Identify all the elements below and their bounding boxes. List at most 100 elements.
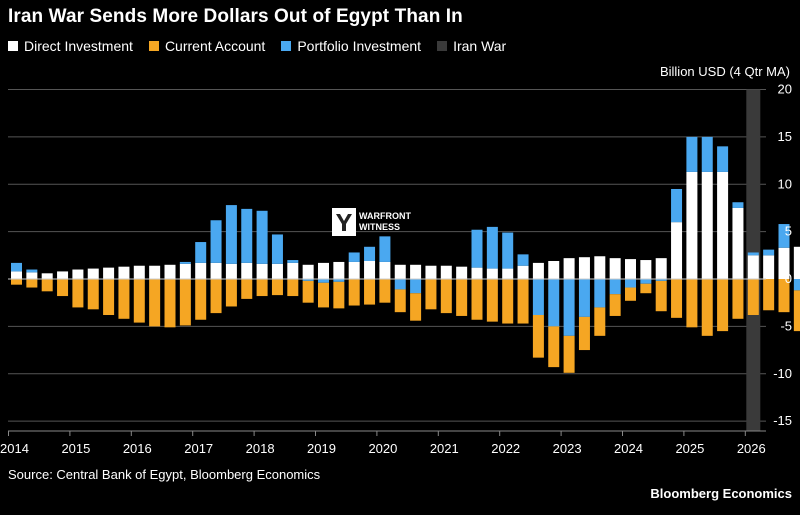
bar-current-account-q37 [578,316,590,351]
bar-current-account-q15 [241,279,253,299]
bar-portfolio-investment-q16 [256,210,268,264]
bar-portfolio-investment-q45 [701,136,713,172]
bar-direct-investment-q34 [532,262,544,279]
bar-current-account-q21 [333,281,345,309]
bar-current-account-q28 [440,279,452,314]
bar-direct-investment-q12 [195,262,207,279]
bar-current-account-q3 [57,279,69,297]
bar-portfolio-investment-q30 [471,229,483,268]
bar-portfolio-investment-q15 [241,208,253,263]
x-tick-label-2026: 2026 [737,441,766,456]
bar-direct-investment-q49 [763,255,775,279]
bar-direct-investment-q40 [625,259,636,279]
x-tick-label-2024: 2024 [614,441,643,456]
bar-direct-investment-q23 [364,260,376,279]
x-tick-label-2017: 2017 [184,441,213,456]
legend-swatch-current-account [148,41,159,51]
legend-label-portfolio-investment: Portfolio Investment [297,38,422,54]
bar-portfolio-investment-q14 [225,205,237,264]
y-tick-label-15: 15 [778,129,792,144]
bar-portfolio-investment-q34 [532,279,544,316]
legend-label-direct-investment: Direct Investment [24,38,133,54]
bar-portfolio-investment-q44 [686,136,698,172]
source-note: Source: Central Bank of Egypt, Bloomberg… [8,467,321,482]
bar-direct-investment-q45 [701,171,713,279]
x-tick-label-2018: 2018 [246,441,275,456]
bar-portfolio-investment-q17 [271,234,283,264]
bar-direct-investment-q38 [594,256,606,279]
bar-current-account-q34 [532,315,544,358]
bar-current-account-q43 [671,279,683,318]
bar-current-account-q4 [72,279,84,308]
bar-direct-investment-q33 [517,265,529,279]
bar-current-account-q31 [486,279,498,322]
bar-current-account-q16 [256,279,268,297]
watermark-text: WARFRONT WITNESS [359,211,411,233]
bar-direct-investment-q13 [210,262,222,279]
chart-legend: Direct Investment Current Account Portfo… [8,38,522,54]
x-tick-label-2025: 2025 [675,441,704,456]
bar-direct-investment-q1 [26,272,38,279]
bar-portfolio-investment-q42 [655,279,667,281]
bar-direct-investment-q21 [333,261,345,279]
bar-direct-investment-q44 [686,171,698,279]
bar-portfolio-investment-q46 [717,146,729,172]
watermark: WARFRONT WITNESS [332,208,411,236]
legend-label-current-account: Current Account [164,38,266,54]
bar-direct-investment-q2 [41,273,53,279]
bar-current-account-q20 [318,282,329,308]
y-tick-label--10: -10 [773,366,792,381]
bar-current-account-q32 [502,279,514,324]
legend-item-direct-investment: Direct Investment [8,38,133,54]
bar-direct-investment-q43 [671,222,683,279]
bar-current-account-q10 [164,279,176,328]
bar-current-account-q14 [225,279,237,307]
legend-item-portfolio-investment: Portfolio Investment [281,38,421,54]
bar-direct-investment-q9 [149,265,161,279]
bar-current-account-q46 [717,279,729,332]
bar-current-account-q6 [103,279,115,316]
bar-direct-investment-q35 [548,260,560,279]
chart-title: Iran War Sends More Dollars Out of Egypt… [8,6,463,27]
bar-direct-investment-q19 [302,264,314,279]
bar-current-account-q33 [517,279,529,324]
bar-portfolio-investment-q12 [195,242,207,263]
bar-portfolio-investment-q20 [318,279,329,283]
bar-current-account-q2 [41,279,53,292]
bar-current-account-q11 [179,279,191,326]
bar-direct-investment-q3 [57,271,69,279]
bar-current-account-q45 [701,279,713,336]
bar-portfolio-investment-q0 [11,262,22,272]
bar-portfolio-investment-q23 [364,246,376,261]
bar-current-account-q51 [793,290,800,332]
bar-current-account-q47 [732,279,744,319]
bar-portfolio-investment-q25 [394,279,406,290]
bar-portfolio-investment-q18 [287,260,299,263]
brand-logo-text: Bloomberg Economics [650,486,792,501]
bar-direct-investment-q20 [318,262,329,279]
bar-direct-investment-q51 [793,246,800,279]
legend-label-iran-war: Iran War [453,38,507,54]
bar-direct-investment-q36 [563,258,575,279]
bar-current-account-q12 [195,279,207,320]
bar-direct-investment-q11 [179,263,191,279]
bar-current-account-q39 [609,294,621,316]
bar-portfolio-investment-q48 [747,252,759,256]
bar-current-account-q18 [287,279,299,297]
bar-portfolio-investment-q36 [563,279,575,336]
x-tick-label-2015: 2015 [61,441,90,456]
bar-direct-investment-q4 [72,269,84,279]
watermark-logo-icon [332,208,356,236]
bar-current-account-q42 [655,280,667,312]
bar-current-account-q1 [26,279,38,288]
bar-portfolio-investment-q41 [640,279,652,284]
bar-direct-investment-q25 [394,264,406,279]
y-tick-label--5: -5 [780,318,792,333]
bar-direct-investment-q37 [578,257,590,279]
bar-current-account-q48 [747,279,759,316]
x-tick-label-2014: 2014 [0,441,29,456]
watermark-line1: WARFRONT [359,211,411,221]
bar-portfolio-investment-q47 [732,202,744,208]
bar-direct-investment-q6 [103,267,115,279]
bar-portfolio-investment-q1 [26,269,38,273]
